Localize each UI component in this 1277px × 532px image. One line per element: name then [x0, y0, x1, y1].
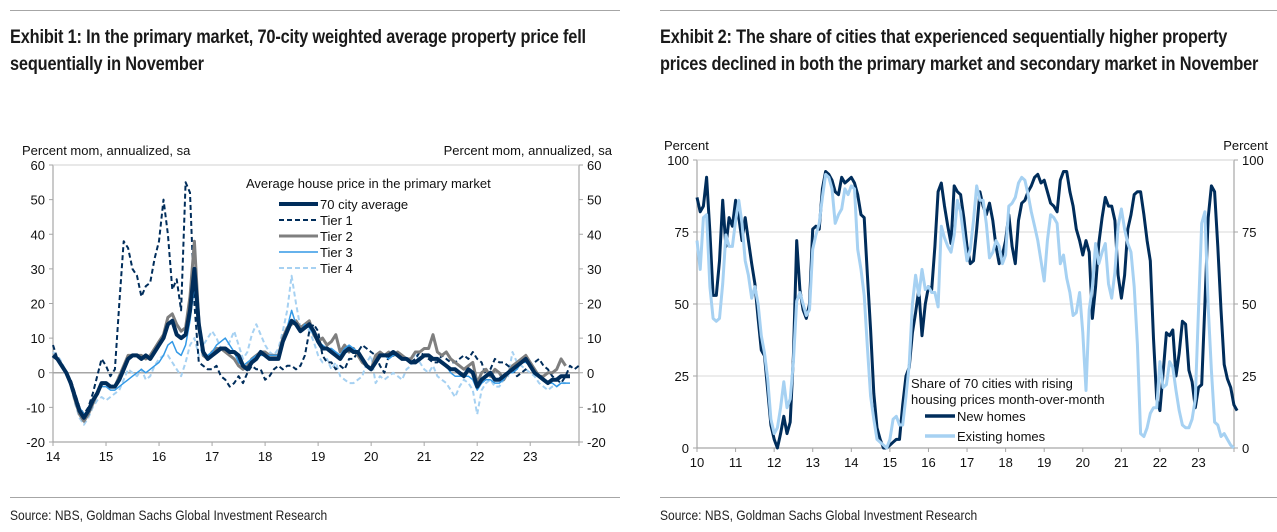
- exhibit-2-source: Source: NBS, Goldman Sachs Global Invest…: [660, 507, 978, 523]
- y-tick-label-left: 20: [31, 297, 45, 312]
- y-tick-label-left: 0: [38, 366, 45, 381]
- legend-label: Tier 4: [320, 261, 353, 276]
- x-tick-label: 16: [152, 449, 166, 464]
- series-line-new-homes: [695, 170, 1239, 450]
- y-tick-label-right: -10: [587, 400, 606, 415]
- y-tick-label-right: 40: [587, 227, 601, 242]
- series-line-existing-homes: [695, 172, 1235, 450]
- x-tick-label: 10: [690, 455, 704, 470]
- x-tick-label: 23: [523, 449, 537, 464]
- legend-label: Tier 1: [320, 213, 353, 228]
- legend-label: New homes: [957, 409, 1026, 424]
- y-tick-label-left: 75: [675, 225, 689, 240]
- x-tick-label: 19: [1037, 455, 1051, 470]
- x-tick-label: 15: [99, 449, 113, 464]
- y-tick-label-right: 0: [587, 366, 594, 381]
- y-tick-label-right: 60: [587, 158, 601, 173]
- y-tick-label-right: 0: [1242, 441, 1249, 456]
- y-tick-label-right: 25: [1242, 369, 1256, 384]
- x-tick-label: 17: [205, 449, 219, 464]
- x-tick-label: 13: [805, 455, 819, 470]
- x-tick-label: 12: [767, 455, 781, 470]
- x-tick-label: 16: [921, 455, 935, 470]
- exhibit-1-chart: -20 -20 -10 -10 0 0 10 10 20 20 30 30 40 40 50 50 60 60 14…: [22, 143, 613, 464]
- exhibit-1-title: Exhibit 1: In the primary market, 70-cit…: [10, 27, 586, 75]
- x-tick-label: 15: [883, 455, 897, 470]
- x-tick-label: 20: [364, 449, 378, 464]
- x-tick-label: 14: [844, 455, 858, 470]
- x-tick-label: 21: [1114, 455, 1128, 470]
- x-tick-label: 14: [46, 449, 60, 464]
- y-tick-label-left: 40: [31, 227, 45, 242]
- x-tick-label: 11: [729, 455, 743, 470]
- y-tick-label-right: 20: [587, 297, 601, 312]
- x-tick-label: 18: [258, 449, 272, 464]
- legend-title: Average house price in the primary marke…: [246, 176, 491, 191]
- y-tick-label-left: 10: [31, 331, 45, 346]
- legend-label: Tier 3: [320, 245, 353, 260]
- y-axis-label-right: Percent: [1223, 138, 1268, 153]
- exhibit-2: Exhibit 2: The share of cities that expe…: [650, 0, 1277, 532]
- y-tick-label-left: 0: [682, 441, 689, 456]
- x-tick-label: 20: [1076, 455, 1090, 470]
- x-tick-label: 21: [417, 449, 431, 464]
- series-line-tier-4: [52, 274, 566, 426]
- y-tick-label-left: -20: [26, 435, 45, 450]
- y-tick-label-left: 25: [675, 369, 689, 384]
- y-tick-label-left: 50: [31, 193, 45, 208]
- x-tick-label: 23: [1191, 455, 1205, 470]
- y-axis-label-left: Percent mom, annualized, sa: [22, 143, 191, 158]
- y-tick-label-left: 60: [31, 158, 45, 173]
- exhibit-2-bottom-rule: [660, 497, 1277, 498]
- y-tick-label-left: 50: [675, 297, 689, 312]
- series-line-70-city-average: [51, 266, 570, 420]
- y-axis-label-right: Percent mom, annualized, sa: [444, 143, 613, 158]
- series-line-tier-1: [52, 181, 580, 416]
- x-tick-label: 19: [311, 449, 325, 464]
- legend-title-line-2: housing prices month-over-month: [911, 392, 1105, 407]
- exhibit-2-chart: 0 0 25 25 50 50 75 75 100 100 10 11 12 13 14 15 16 17 18 19…: [664, 138, 1268, 470]
- y-tick-label-left: 30: [31, 262, 45, 277]
- exhibit-1-source: Source: NBS, Goldman Sachs Global Invest…: [10, 507, 328, 523]
- y-tick-label-left: -10: [26, 400, 45, 415]
- exhibit-1: Exhibit 1: In the primary market, 70-cit…: [0, 0, 620, 532]
- y-tick-label-right: -20: [587, 435, 606, 450]
- y-tick-label-right: 50: [587, 193, 601, 208]
- x-tick-label: 22: [1153, 455, 1167, 470]
- exhibit-1-top-rule: [10, 10, 620, 11]
- y-tick-label-right: 10: [587, 331, 601, 346]
- legend-label: Tier 2: [320, 229, 353, 244]
- legend-title-line-1: Share of 70 cities with rising: [911, 376, 1073, 391]
- y-tick-label-right: 100: [1242, 153, 1264, 168]
- x-tick-label: 17: [960, 455, 974, 470]
- legend-label: Existing homes: [957, 429, 1046, 444]
- exhibit-1-bottom-rule: [10, 497, 620, 498]
- y-tick-label-right: 50: [1242, 297, 1256, 312]
- y-tick-label-right: 30: [587, 262, 601, 277]
- x-tick-label: 18: [998, 455, 1012, 470]
- y-tick-label-right: 75: [1242, 225, 1256, 240]
- y-axis-label-left: Percent: [664, 138, 709, 153]
- x-tick-label: 22: [470, 449, 484, 464]
- exhibit-2-title: Exhibit 2: The share of cities that expe…: [660, 27, 1259, 75]
- legend-label: 70 city average: [320, 197, 408, 212]
- y-tick-label-left: 100: [667, 153, 689, 168]
- exhibit-2-top-rule: [660, 10, 1277, 11]
